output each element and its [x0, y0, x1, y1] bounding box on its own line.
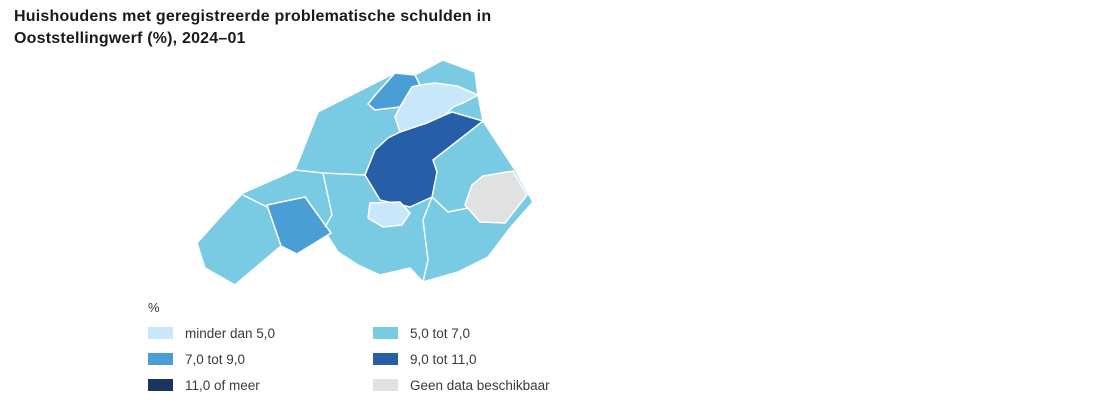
legend-swatch	[148, 327, 173, 339]
legend-swatch	[373, 353, 398, 365]
region-west[interactable]	[266, 196, 332, 255]
legend-swatch	[373, 327, 398, 339]
legend-item: minder dan 5,0	[148, 325, 275, 341]
legend-item: Geen data beschikbaar	[373, 377, 550, 393]
legend-item: 7,0 tot 9,0	[148, 351, 275, 367]
district-boundary-4	[431, 196, 469, 213]
chart-title-line-1: Huishoudens met geregistreerde problemat…	[14, 8, 492, 25]
district-boundary-1	[322, 172, 333, 228]
legend-label: 9,0 tot 11,0	[410, 351, 477, 367]
map-legend: % minder dan 5,0 7,0 tot 9,0 11,0 of meer 5…	[148, 300, 550, 393]
legend-item: 9,0 tot 11,0	[373, 351, 550, 367]
legend-label: 11,0 of meer	[185, 377, 260, 393]
district-boundary-2	[242, 194, 268, 208]
choropleth-map	[195, 55, 555, 300]
legend-swatch	[373, 379, 398, 391]
region-north-center[interactable]	[394, 82, 479, 133]
legend-label: 7,0 tot 9,0	[185, 351, 246, 367]
legend-swatch	[148, 379, 173, 391]
legend-item: 11,0 of meer	[148, 377, 275, 393]
chart-title: Huishoudens met geregistreerde problemat…	[14, 6, 674, 50]
region-south-of-center[interactable]	[367, 201, 411, 228]
legend-column-0: minder dan 5,0 7,0 tot 9,0 11,0 of meer	[148, 325, 275, 403]
legend-label: minder dan 5,0	[185, 325, 276, 341]
region-center[interactable]	[364, 111, 484, 208]
region-base-municipality[interactable]	[196, 59, 534, 286]
legend-swatch	[148, 353, 173, 365]
chart-title-line-2: Ooststellingwerf (%), 2024–01	[14, 30, 246, 47]
legend-label: 5,0 tot 7,0	[410, 325, 471, 341]
legend-unit-label: %	[148, 300, 160, 315]
legend-label: Geen data beschikbaar	[410, 377, 550, 393]
legend-column-1: 5,0 tot 7,0 9,0 tot 11,0 Geen data beschik…	[373, 325, 550, 403]
legend-item: 5,0 tot 7,0	[373, 325, 550, 341]
district-boundary-3	[422, 196, 433, 283]
